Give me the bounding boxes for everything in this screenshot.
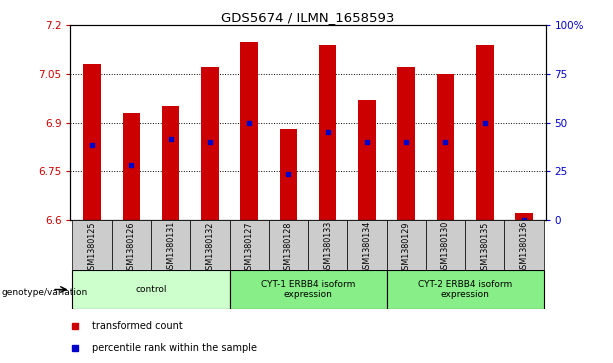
Title: GDS5674 / ILMN_1658593: GDS5674 / ILMN_1658593 [221, 11, 395, 24]
Text: transformed count: transformed count [92, 321, 183, 331]
Bar [229, 220, 268, 270]
Bar [190, 220, 229, 270]
Bar [229, 270, 387, 309]
Bar [387, 220, 426, 270]
Bar [397, 68, 415, 220]
Bar [515, 213, 533, 220]
Text: GSM1380130: GSM1380130 [441, 221, 450, 274]
Bar [123, 113, 140, 220]
Text: GSM1380131: GSM1380131 [166, 221, 175, 274]
Bar [162, 106, 180, 220]
Text: GSM1380133: GSM1380133 [323, 221, 332, 274]
Bar [72, 220, 112, 270]
Text: control: control [135, 285, 167, 294]
Bar [112, 220, 151, 270]
Text: GSM1380128: GSM1380128 [284, 221, 293, 274]
Text: GSM1380134: GSM1380134 [362, 221, 371, 274]
Bar [348, 220, 387, 270]
Bar [308, 220, 348, 270]
Bar [280, 129, 297, 220]
Bar [268, 220, 308, 270]
Bar [151, 220, 190, 270]
Bar [436, 74, 454, 220]
Text: GSM1380135: GSM1380135 [480, 221, 489, 274]
Bar [465, 220, 504, 270]
Bar [240, 42, 258, 220]
Text: GSM1380125: GSM1380125 [88, 221, 97, 275]
Text: CYT-2 ERBB4 isoform
expression: CYT-2 ERBB4 isoform expression [418, 280, 512, 299]
Bar [504, 220, 544, 270]
Bar [358, 100, 376, 220]
Bar [319, 45, 337, 220]
Text: GSM1380127: GSM1380127 [245, 221, 254, 275]
Text: GSM1380136: GSM1380136 [519, 221, 528, 274]
Text: GSM1380132: GSM1380132 [205, 221, 215, 274]
Bar [387, 270, 544, 309]
Bar [83, 64, 101, 220]
Text: CYT-1 ERBB4 isoform
expression: CYT-1 ERBB4 isoform expression [261, 280, 355, 299]
Text: percentile rank within the sample: percentile rank within the sample [92, 343, 257, 353]
Text: genotype/variation: genotype/variation [1, 288, 88, 297]
Text: GSM1380129: GSM1380129 [402, 221, 411, 275]
Bar [476, 45, 493, 220]
Bar [426, 220, 465, 270]
Text: GSM1380126: GSM1380126 [127, 221, 136, 274]
Bar [201, 68, 219, 220]
Bar [72, 270, 229, 309]
